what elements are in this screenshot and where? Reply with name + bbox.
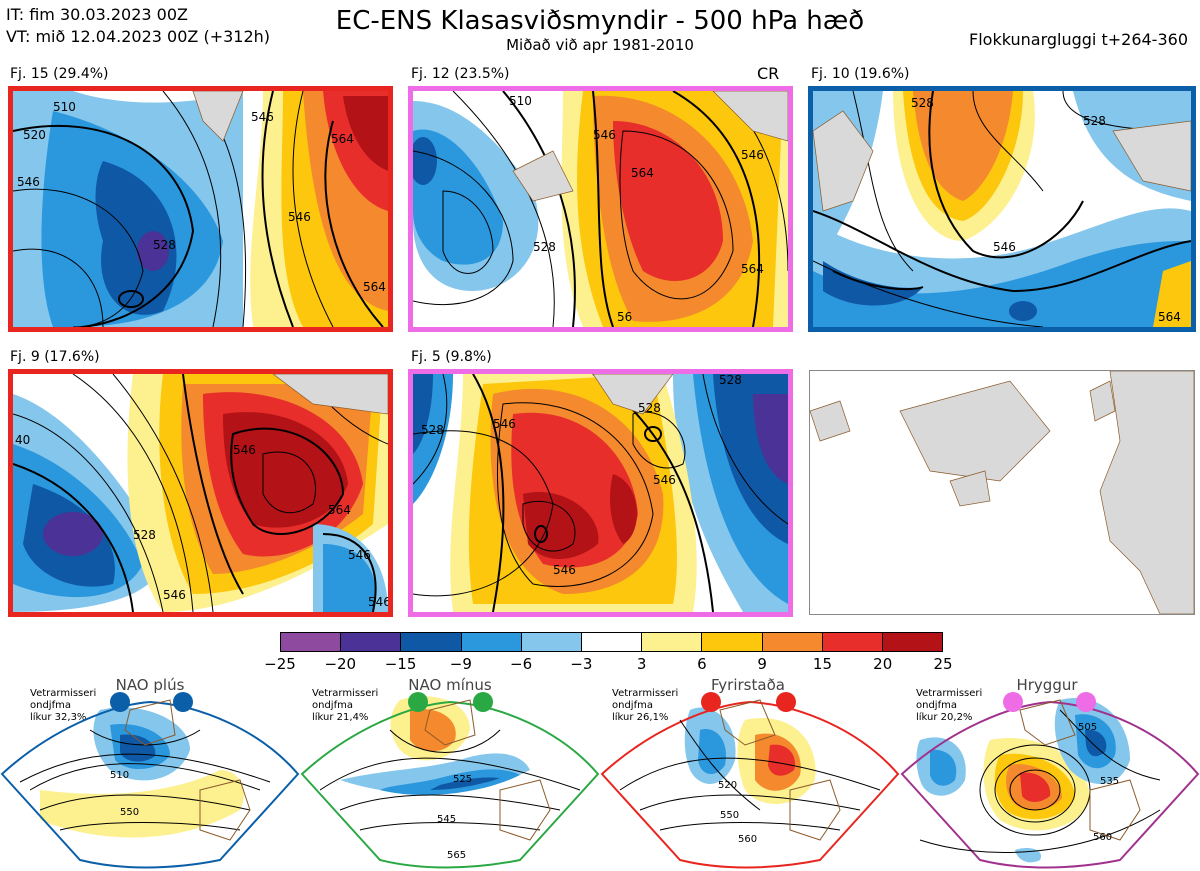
regime-title-nao-plus: NAO plús	[115, 676, 185, 694]
colorbar-tick-label: 6	[697, 655, 707, 673]
colorbar	[280, 632, 943, 652]
page-title: EC-ENS Klasasviðsmyndir - 500 hPa hæð	[335, 6, 865, 36]
contour-label: 40	[15, 433, 30, 447]
colorbar-swatch	[461, 633, 522, 651]
panel-2-extra: CR	[757, 64, 780, 83]
contour-label: 528	[133, 528, 156, 542]
regime-map-nao-plus: 510 550	[0, 692, 300, 869]
contour-label: 546	[553, 563, 576, 577]
panel-label-1: Fj. 15 (29.4%)	[10, 66, 109, 82]
contour-label: 564	[363, 280, 386, 294]
contour-label: 528	[1083, 114, 1106, 128]
regime-title-blocking: Fyrirstaða	[711, 676, 785, 694]
colorbar-tick-label: 25	[933, 655, 953, 673]
contour-label: 510	[53, 100, 76, 114]
svg-text:525: 525	[453, 774, 472, 785]
base-map	[809, 370, 1195, 615]
svg-text:545: 545	[437, 814, 456, 825]
regime-title-nao-minus: NAO mínus	[408, 676, 492, 694]
colorbar-tick-label: −9	[449, 655, 472, 673]
colorbar-tick-label: −20	[324, 655, 357, 673]
regime-map-ridge: 505 535 560	[900, 692, 1200, 869]
cluster-map-3: 528 528 546 564	[808, 86, 1196, 332]
regime-title-ridge: Hryggur	[1016, 676, 1078, 694]
svg-text:520: 520	[718, 780, 737, 791]
cluster-map-1: 520 528 546 546 564 510 546 564	[8, 86, 393, 332]
contour-label: 528	[421, 423, 444, 437]
contour-label: 564	[331, 132, 354, 146]
contour-label: 564	[631, 166, 654, 180]
svg-text:550: 550	[720, 810, 739, 821]
colorbar-tick-label: 3	[636, 655, 647, 673]
contour-label: 528	[533, 240, 556, 254]
colorbar-tick-label: −6	[510, 655, 533, 673]
svg-text:560: 560	[738, 834, 757, 845]
colorbar-swatch	[702, 633, 763, 651]
svg-text:510: 510	[110, 770, 129, 781]
colorbar-tick-label: −3	[570, 655, 593, 673]
contour-label: 546	[368, 595, 388, 609]
contour-label: 520	[23, 128, 46, 142]
page-subtitle: Miðað við apr 1981-2010	[506, 36, 694, 54]
colorbar-swatch	[762, 633, 823, 651]
colorbar-swatch	[281, 633, 342, 651]
colorbar-swatch	[581, 633, 643, 651]
regime-note-2: Vetrarmisseri ondjfma líkur 21,4%	[312, 688, 379, 723]
cluster-map-5: 528 546 528 546 546 528	[408, 369, 793, 617]
contour-label: 546	[288, 210, 311, 224]
colorbar-tick-label: 15	[812, 655, 832, 673]
svg-text:565: 565	[447, 850, 466, 861]
contour-label: 564	[1158, 310, 1181, 324]
colorbar-tick-label: −15	[384, 655, 417, 673]
contour-label: 528	[719, 374, 742, 387]
contour-label: 546	[593, 128, 616, 142]
svg-text:560: 560	[1093, 832, 1112, 843]
init-time: IT: fim 30.03.2023 00Z	[6, 5, 188, 24]
svg-text:505: 505	[1078, 722, 1097, 733]
cluster-map-4: 40 528 546 546 564 546 546	[8, 369, 393, 617]
colorbar-swatch	[822, 633, 883, 651]
contour-label: 564	[741, 262, 764, 276]
regime-note-3: Vetrarmisseri ondjfma líkur 26,1%	[612, 688, 679, 723]
contour-label: 546	[251, 110, 274, 124]
contour-label: 546	[653, 473, 676, 487]
panel-label-4: Fj. 9 (17.6%)	[10, 349, 100, 365]
contour-label: 546	[348, 548, 371, 562]
colorbar-swatch	[882, 633, 943, 651]
classification-window: Flokkunargluggi t+264-360	[969, 30, 1188, 49]
svg-text:550: 550	[120, 807, 139, 818]
contour-label: 546	[741, 148, 764, 162]
colorbar-swatch	[341, 633, 402, 651]
cluster-map-2: 510 546 528 546 564 564 56	[408, 86, 793, 332]
regime-note-1: Vetrarmisseri ondjfma líkur 32,3%	[30, 688, 97, 723]
contour-label: 546	[17, 175, 40, 189]
regime-map-nao-minus: 525 545 565	[300, 692, 600, 869]
contour-label: 56	[617, 310, 632, 324]
svg-text:535: 535	[1100, 776, 1119, 787]
regime-note-4: Vetrarmisseri ondjfma líkur 20,2%	[916, 688, 983, 723]
regime-maps: 510 550 525 545 565 52	[0, 692, 1200, 869]
colorbar-swatch	[642, 633, 703, 651]
contour-label: 564	[328, 503, 351, 517]
contour-label: 510	[509, 94, 532, 108]
panel-label-3: Fj. 10 (19.6%)	[811, 66, 910, 82]
valid-time: VT: mið 12.04.2023 00Z (+312h)	[6, 27, 271, 46]
colorbar-tick-label: −25	[264, 655, 296, 673]
colorbar-tick-label: 20	[873, 655, 893, 673]
contour-label: 546	[233, 443, 256, 457]
colorbar-swatch	[521, 633, 582, 651]
panel-label-5: Fj. 5 (9.8%)	[411, 349, 492, 365]
regime-map-blocking: 520 550 560	[600, 692, 900, 869]
panel-label-2: Fj. 12 (23.5%)	[411, 66, 510, 82]
contour-label: 528	[153, 238, 176, 252]
contour-label: 528	[638, 401, 661, 415]
contour-label: 546	[163, 588, 186, 602]
contour-label: 546	[993, 240, 1016, 254]
colorbar-swatch	[401, 633, 462, 651]
contour-label: 528	[911, 96, 934, 110]
contour-label: 546	[493, 417, 516, 431]
forecast-info: IT: fim 30.03.2023 00Z VT: mið 12.04.202…	[6, 4, 270, 48]
colorbar-tick-label: 9	[757, 655, 767, 673]
